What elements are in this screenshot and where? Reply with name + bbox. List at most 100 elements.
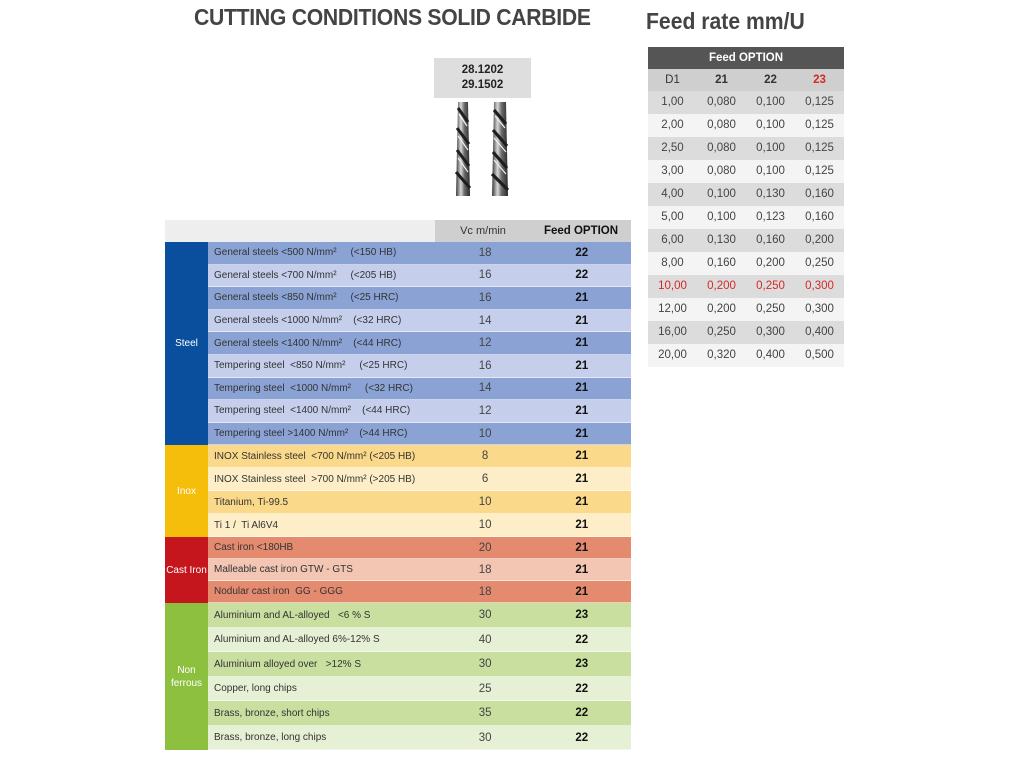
material-cell: Brass, bronze, short chips	[214, 707, 330, 719]
diameter-cell: 1,00	[661, 96, 684, 108]
feed-option-cell: 23	[575, 609, 589, 622]
feed-value-cell: 0,200	[805, 234, 834, 246]
group-label: Cast Iron	[165, 537, 208, 604]
feed-option-cell: 21	[575, 337, 589, 350]
table-row: INOX Stainless steel <700 N/mm² (<205 HB…	[208, 445, 631, 469]
feed-table-row: 2,50 0,080 0,100 0,125	[648, 137, 844, 160]
feed-value-cell: 0,080	[707, 165, 736, 177]
feed-option-column-header: Feed OPTION	[531, 220, 631, 242]
vc-cell: 14	[478, 314, 492, 327]
feed-option-cell: 22	[575, 246, 589, 259]
feed-value-cell: 0,130	[756, 188, 785, 200]
feed-value-cell: 0,300	[805, 280, 834, 292]
feed-option-cell: 22	[575, 731, 589, 744]
feed-value-cell: 0,160	[805, 211, 834, 223]
feed-value-cell: 0,250	[707, 326, 736, 338]
diameter-cell: 6,00	[661, 234, 684, 246]
feed-value-cell: 0,100	[707, 188, 736, 200]
feed-value-cell: 0,125	[805, 119, 834, 131]
feed-value-cell: 0,125	[805, 142, 834, 154]
material-cell: Cast iron <180HB	[214, 542, 294, 554]
feed-table-row: 16,00 0,250 0,300 0,400	[648, 321, 844, 344]
feed-option-cell: 21	[575, 496, 589, 509]
diameter-cell: 2,50	[661, 142, 684, 154]
material-cell: Tempering steel <1000 N/mm² (<32 HRC)	[214, 382, 413, 394]
vc-cell: 18	[478, 246, 492, 259]
feed-table-row: 12,00 0,200 0,250 0,300	[648, 298, 844, 321]
feed-table-row: 6,00 0,130 0,160 0,200	[648, 229, 844, 252]
material-cell: Aluminium and AL-alloyed <6 % S	[214, 609, 371, 621]
vc-cell: 40	[478, 633, 492, 646]
feed-table-row: 1,00 0,080 0,100 0,125	[648, 91, 844, 114]
feed-value-cell: 0,160	[756, 234, 785, 246]
material-cell: General steels <850 N/mm² (<25 HRC)	[214, 292, 399, 304]
feed-table-row: 8,00 0,160 0,200 0,250	[648, 252, 844, 275]
header-spacer	[165, 220, 435, 242]
feed-option-cell: 21	[575, 382, 589, 395]
feed-table-row: 3,00 0,080 0,100 0,125	[648, 160, 844, 183]
vc-cell: 12	[478, 337, 492, 350]
feed-value-cell: 0,200	[756, 257, 785, 269]
material-cell: Ti 1 / Ti Al6V4	[214, 519, 279, 531]
feed-rate-title: Feed rate mm/U	[646, 8, 805, 34]
feed-option-cell: 21	[575, 541, 589, 554]
feed-value-cell: 0,200	[707, 280, 736, 292]
feed-value-cell: 0,100	[756, 96, 785, 108]
vc-cell: 10	[478, 427, 492, 440]
group-label: Non ferrous	[165, 603, 208, 751]
feed-value-cell: 0,200	[707, 303, 736, 315]
feed-table-row: 4,00 0,100 0,130 0,160	[648, 183, 844, 206]
table-row: Tempering steel >1400 N/mm² (>44 HRC) 10 2…	[208, 422, 631, 446]
feed-value-cell: 0,250	[756, 280, 785, 292]
group-label: Steel	[165, 242, 208, 446]
material-cell: Tempering steel <850 N/mm² (<25 HRC)	[214, 360, 408, 372]
drill-image	[434, 98, 531, 218]
feed-option-cell: 21	[575, 291, 589, 304]
diameter-cell: 12,00	[658, 303, 687, 315]
table-row: Aluminium and AL-alloyed 6%-12% S 40 22	[208, 627, 631, 653]
vc-column-header: Vc m/min	[435, 220, 531, 242]
vc-cell: 12	[478, 404, 492, 417]
diameter-cell: 4,00	[661, 188, 684, 200]
vc-cell: 30	[478, 658, 492, 671]
feed-option-cell: 21	[575, 473, 589, 486]
vc-cell: 18	[478, 585, 492, 598]
feed-column-header: 23	[813, 74, 826, 86]
feed-option-cell: 21	[575, 563, 589, 576]
diameter-cell: 10,00	[658, 280, 687, 292]
vc-cell: 16	[478, 291, 492, 304]
material-cell: Nodular cast iron GG - GGG	[214, 586, 343, 598]
table-row: Tempering steel <1000 N/mm² (<32 HRC) 14 2…	[208, 377, 631, 401]
feed-table-row: 2,00 0,080 0,100 0,125	[648, 114, 844, 137]
vc-cell: 10	[478, 496, 492, 509]
feed-option-cell: 22	[575, 269, 589, 282]
feed-value-cell: 0,080	[707, 119, 736, 131]
tool-code-2: 29.1502	[461, 79, 504, 91]
drill-left-icon	[454, 102, 472, 196]
feed-value-cell: 0,100	[756, 119, 785, 131]
diameter-cell: 20,00	[658, 349, 687, 361]
vc-cell: 8	[481, 450, 489, 463]
feed-table-row: 20,00 0,320 0,400 0,500	[648, 344, 844, 367]
feed-value-cell: 0,080	[707, 142, 736, 154]
feed-option-cell: 21	[575, 359, 589, 372]
table-row: Brass, bronze, short chips 35 22	[208, 701, 631, 726]
tool-code-1: 28.1202	[461, 64, 504, 76]
table-row: Cast iron <180HB 20 21	[208, 537, 631, 560]
feed-option-cell: 22	[575, 682, 589, 695]
material-cell: General steels <1400 N/mm² (<44 HRC)	[214, 337, 402, 349]
feed-value-cell: 0,123	[756, 211, 785, 223]
diameter-cell: 8,00	[661, 257, 684, 269]
feed-value-cell: 0,125	[805, 96, 834, 108]
drill-right-icon	[490, 102, 510, 196]
page-title: CUTTING CONDITIONS SOLID CARBIDE	[194, 4, 591, 30]
feed-value-cell: 0,400	[805, 326, 834, 338]
table-row: INOX Stainless steel >700 N/mm² (>205 HB…	[208, 468, 631, 492]
vc-cell: 30	[478, 731, 492, 744]
feed-value-cell: 0,100	[756, 165, 785, 177]
table-row: General steels <850 N/mm² (<25 HRC) 16 21	[208, 287, 631, 310]
feed-option-cell: 21	[575, 404, 589, 417]
material-cell: Aluminium alloyed over >12% S	[214, 658, 362, 670]
table-row: Malleable cast iron GTW - GTS 18 21	[208, 559, 631, 582]
table-row: General steels <1000 N/mm² (<32 HRC) 14 21	[208, 309, 631, 333]
